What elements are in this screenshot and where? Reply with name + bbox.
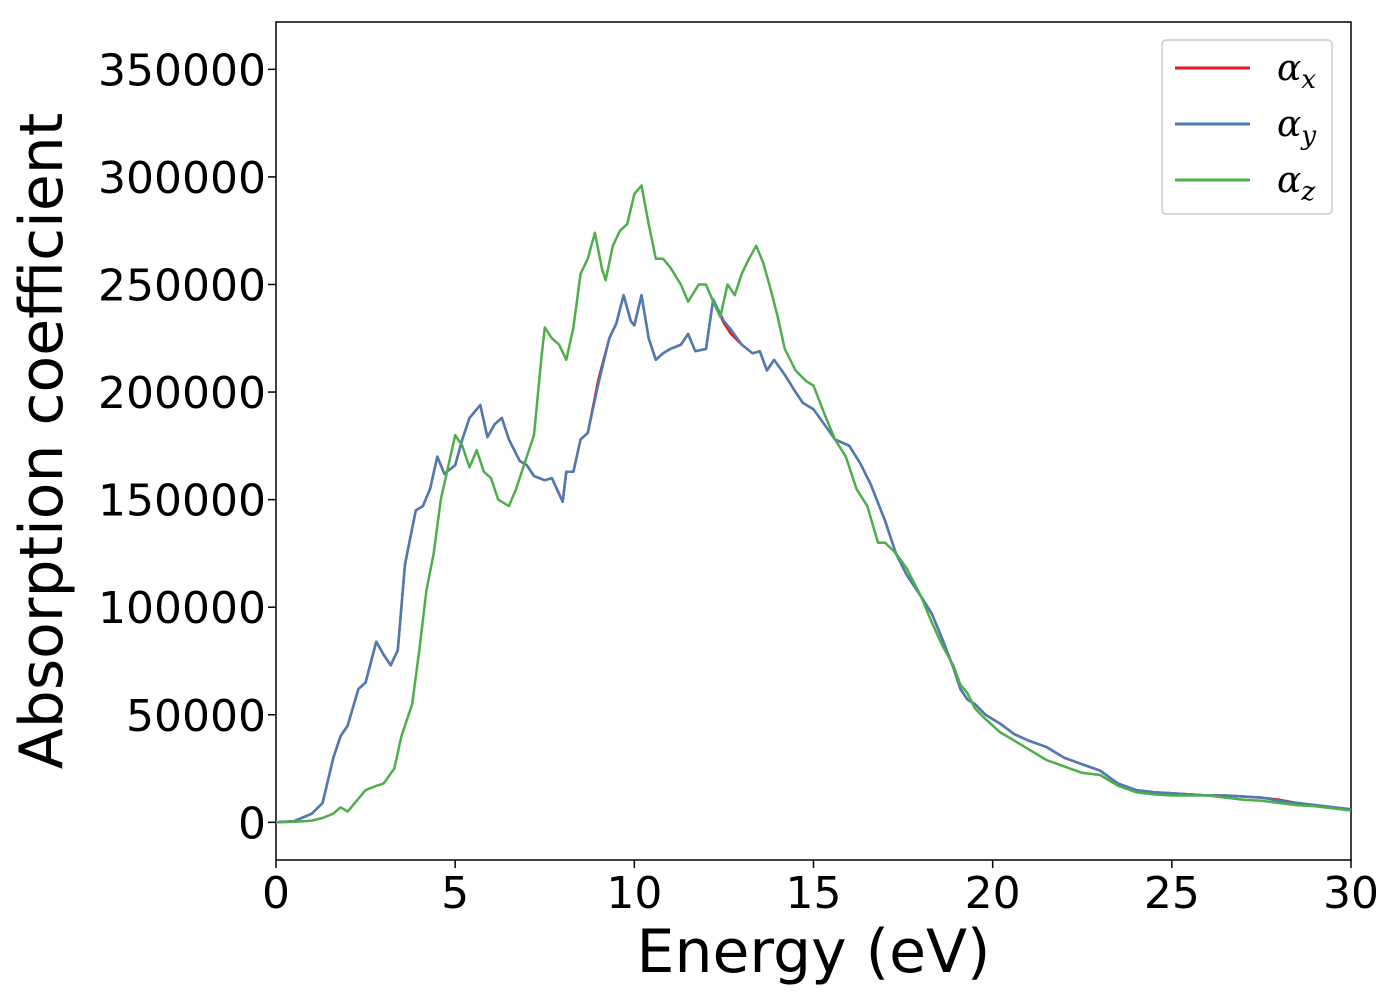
- series-line-y: [275, 293, 1352, 824]
- x-axis: 0 5 10 15 20 25 30: [262, 860, 1379, 919]
- x-tick-label: 0: [262, 868, 290, 919]
- series-line-x: [275, 293, 1352, 824]
- legend-label-x: αx: [1277, 48, 1316, 95]
- y-tick-label: 100000: [98, 583, 266, 634]
- y-axis-label: Absorption coefficient: [7, 113, 77, 770]
- series-line-z: [275, 184, 1352, 824]
- y-tick-label: 300000: [98, 153, 266, 204]
- legend: αx αy αz: [1161, 39, 1333, 215]
- y-axis: 0 50000 100000 150000 200000 250000 300000 3500…: [98, 45, 276, 849]
- y-tick-label: 150000: [98, 476, 266, 527]
- y-tick-label: 50000: [126, 691, 266, 742]
- x-tick-label: 25: [1144, 868, 1200, 919]
- legend-label-z: αz: [1277, 160, 1315, 207]
- x-tick-label: 15: [786, 868, 842, 919]
- y-tick-label: 0: [238, 798, 266, 849]
- x-tick-label: 20: [965, 868, 1021, 919]
- x-axis-label: Energy (eV): [637, 917, 991, 987]
- legend-box: [1161, 39, 1333, 215]
- y-tick-label: 250000: [98, 260, 266, 311]
- y-tick-label: 350000: [98, 45, 266, 96]
- x-tick-label: 30: [1323, 868, 1379, 919]
- series-layer: [275, 184, 1352, 824]
- legend-label-y: αy: [1277, 104, 1316, 151]
- y-tick-label: 200000: [98, 368, 266, 419]
- x-tick-label: 5: [441, 868, 469, 919]
- x-tick-label: 10: [606, 868, 662, 919]
